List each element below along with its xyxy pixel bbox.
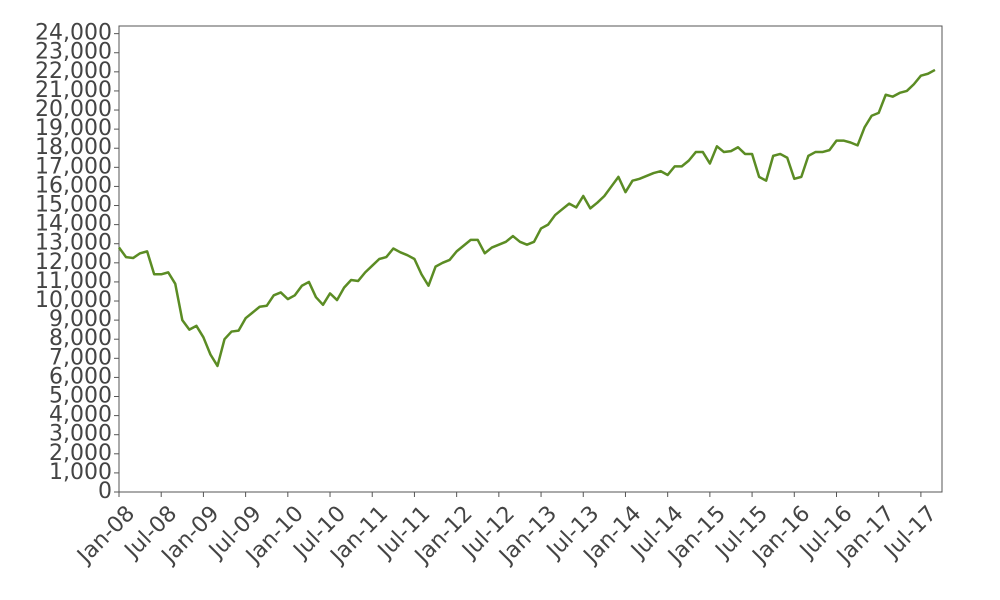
y-tick-label: 22,000 <box>35 59 112 84</box>
y-tick-label: 20,000 <box>35 97 112 122</box>
y-tick-label: 2,000 <box>49 441 112 466</box>
y-tick-label: 3,000 <box>49 422 112 447</box>
y-tick-label: 15,000 <box>35 193 112 218</box>
line <box>117 68 936 368</box>
y-tick-label: 19,000 <box>35 116 112 141</box>
y-tick-label: 8,000 <box>49 326 112 351</box>
plot-frame <box>118 25 943 493</box>
y-tick-label: 13,000 <box>35 231 112 256</box>
y-tick-label: 12,000 <box>35 250 112 275</box>
y-tick-label: 16,000 <box>35 173 112 198</box>
y-tick-label: 24,000 <box>35 21 112 46</box>
y-tick-label: 9,000 <box>49 307 112 332</box>
y-tick-label: 14,000 <box>35 212 112 237</box>
y-tick-label: 17,000 <box>35 154 112 179</box>
y-tick-label: 6,000 <box>49 364 112 389</box>
y-tick-label: 10,000 <box>35 288 112 313</box>
y-tick-label: 23,000 <box>35 40 112 65</box>
y-tick-label: 11,000 <box>35 269 112 294</box>
y-tick-label: 5,000 <box>49 384 112 409</box>
y-tick-label: 7,000 <box>49 345 112 370</box>
y-tick-label: 1,000 <box>49 460 112 485</box>
y-tick-label: 4,000 <box>49 403 112 428</box>
y-tick-label: 0 <box>98 479 112 504</box>
y-tick-label: 18,000 <box>35 135 112 160</box>
y-tick-label: 21,000 <box>35 78 112 103</box>
